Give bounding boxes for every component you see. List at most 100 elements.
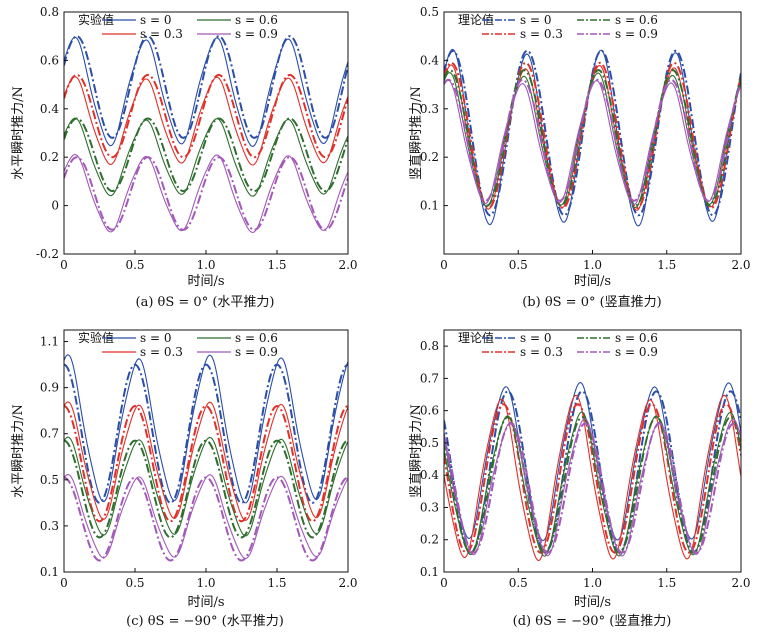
legend-title: 理论值 — [458, 12, 494, 27]
panel-b: 0 0.5 1.0 1.5 2.0 0.1 0.2 0.3 0.4 0.5 时间/s 竖直瞬时推力/N… — [409, 5, 751, 310]
series-line-theory-1 — [64, 405, 348, 523]
series-line-theory-3 — [444, 422, 741, 554]
legend-label: s = 0 — [520, 331, 551, 345]
y-tick-label: 0.6 — [420, 404, 439, 418]
legend-label: s = 0.3 — [520, 345, 563, 359]
x-tick-label: 1.0 — [196, 258, 215, 272]
y-tick-label: 0.3 — [420, 102, 439, 116]
series-line-theory-3 — [64, 156, 348, 231]
series-line-theory-0 — [64, 35, 348, 139]
x-axis-label: 时间/s — [574, 595, 611, 610]
panel-d: 0 0.5 1.0 1.5 2.0 0.1 0.2 0.3 0.4 0.5 0.6 0.7 0.8 时间/… — [409, 329, 751, 629]
legend-label: s = 0.6 — [615, 331, 658, 345]
x-tick-label: 0 — [60, 258, 68, 272]
y-axis-label: 水平瞬时推力/N — [11, 86, 26, 180]
series-line-exp-2 — [444, 411, 741, 557]
legend: 实验值 s = 0s = 0.3 s = 0.6s = 0.9 — [78, 330, 278, 359]
y-tick-label: 0.3 — [420, 500, 439, 514]
y-tick-label: 0.5 — [40, 473, 59, 487]
x-tick-label: 1.5 — [657, 258, 676, 272]
x-tick-label: 1.5 — [267, 576, 286, 590]
x-tick-label: 0.5 — [509, 576, 528, 590]
y-tick-label: 0.7 — [420, 371, 439, 385]
y-tick-label: 0.3 — [40, 519, 59, 533]
x-axis-label: 时间/s — [187, 274, 224, 289]
legend: 理论值 s = 0s = 0.3 s = 0.6s = 0.9 — [458, 330, 658, 359]
x-tick-label: 1.5 — [657, 576, 676, 590]
legend-label: s = 0.3 — [140, 345, 183, 359]
series-group — [444, 48, 741, 227]
x-tick-label: 2.0 — [731, 258, 750, 272]
y-tick-label: 0.7 — [40, 427, 59, 441]
legend-label: s = 0.3 — [140, 27, 183, 41]
legend-label: s = 0 — [140, 331, 171, 345]
series-line-exp-2 — [64, 436, 348, 537]
series-line-theory-3 — [444, 78, 741, 202]
x-tick-label: 0 — [60, 576, 68, 590]
panel-c: 0 0.5 1.0 1.5 2.0 0.1 0.3 0.5 0.7 0.9 1.1 时间/s 水平瞬时推… — [11, 329, 358, 629]
series-group — [64, 354, 348, 562]
y-tick-label: 1.1 — [40, 335, 59, 349]
y-tick-label: 0.1 — [420, 199, 439, 213]
y-tick-label: 0.1 — [40, 565, 59, 579]
series-line-exp-0 — [64, 36, 348, 147]
y-axis-label: 竖直瞬时推力/N — [409, 86, 424, 180]
x-tick-label: 1.5 — [267, 258, 286, 272]
panel-caption: (d) θS = −90° (竖直推力) — [513, 614, 672, 629]
series-line-theory-3 — [64, 476, 348, 562]
plot-frame — [63, 329, 349, 573]
y-tick-label: 0.2 — [420, 150, 439, 164]
legend-label: s = 0.6 — [235, 331, 278, 345]
x-axis-label: 时间/s — [574, 274, 611, 289]
legend-label: s = 0.9 — [235, 27, 278, 41]
x-tick-label: 0.5 — [509, 258, 528, 272]
series-line-exp-1 — [64, 76, 348, 166]
x-tick-label: 1.0 — [583, 576, 602, 590]
panel-caption: (c) θS = −90° (水平推力) — [126, 614, 284, 629]
legend-label: s = 0.6 — [235, 13, 278, 27]
x-tick-label: 2.0 — [338, 576, 357, 590]
series-line-theory-2 — [64, 439, 348, 539]
y-tick-label: 0.1 — [420, 565, 439, 579]
series-line-theory-1 — [64, 73, 348, 159]
series-line-exp-0 — [64, 354, 348, 504]
x-tick-label: 0.5 — [125, 576, 144, 590]
series-group — [444, 381, 741, 561]
y-axis-label: 水平瞬时推力/N — [11, 404, 26, 498]
series-line-theory-0 — [64, 363, 348, 504]
y-tick-label: 0.6 — [40, 53, 59, 67]
y-tick-label: 0.2 — [420, 533, 439, 547]
series-line-theory-2 — [444, 416, 741, 554]
y-tick-label: 0.9 — [40, 381, 59, 395]
y-tick-label: 0.4 — [420, 468, 439, 482]
legend-label: s = 0.9 — [615, 27, 658, 41]
legend-label: s = 0.3 — [520, 27, 563, 41]
legend-title: 实验值 — [78, 330, 114, 345]
y-tick-label: 0.5 — [420, 5, 439, 19]
series-line-exp-2 — [444, 72, 741, 208]
legend-title: 实验值 — [78, 12, 114, 27]
series-line-theory-2 — [444, 69, 741, 207]
x-tick-label: 1.0 — [196, 576, 215, 590]
panel-caption: (a) θS = 0° (水平推力) — [136, 295, 275, 310]
legend-label: s = 0 — [140, 13, 171, 27]
x-tick-label: 0 — [440, 576, 448, 590]
y-tick-label: 0.4 — [420, 53, 439, 67]
legend: 理论值 s = 0s = 0.3 s = 0.6s = 0.9 — [458, 12, 658, 41]
legend: 实验值 s = 0s = 0.3 s = 0.6s = 0.9 — [78, 12, 278, 41]
series-line-theory-0 — [444, 49, 741, 217]
plot-frame — [63, 11, 349, 255]
legend-label: s = 0.9 — [615, 345, 658, 359]
x-tick-label: 2.0 — [731, 576, 750, 590]
legend-title: 理论值 — [458, 330, 494, 345]
y-tick-label: 0.8 — [420, 339, 439, 353]
series-line-exp-1 — [444, 64, 741, 211]
series-line-theory-1 — [444, 403, 741, 554]
y-tick-label: 0.5 — [420, 436, 439, 450]
x-tick-label: 1.0 — [583, 258, 602, 272]
x-tick-label: 0.5 — [125, 258, 144, 272]
x-tick-label: 2.0 — [338, 258, 357, 272]
series-line-exp-3 — [64, 153, 348, 233]
y-tick-label: -0.2 — [36, 247, 59, 261]
